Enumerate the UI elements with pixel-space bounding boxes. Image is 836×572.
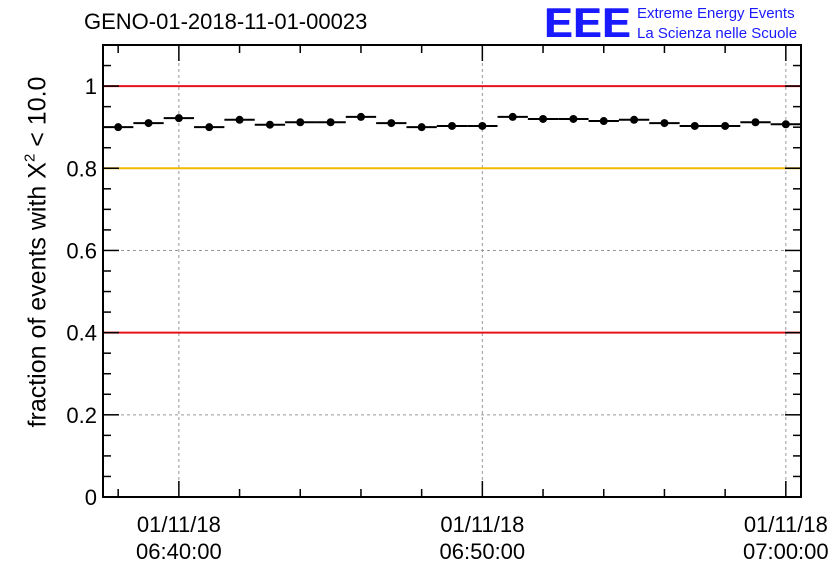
data-point-18 (660, 119, 669, 128)
x-tick-time-2: 07:00:00 (743, 539, 829, 564)
y-tick-label-5: 1 (85, 74, 97, 99)
data-point-16 (599, 117, 608, 126)
x-tick-time-0: 06:40:00 (136, 539, 222, 564)
data-point-14 (539, 114, 548, 123)
data-point-0 (114, 123, 123, 132)
y-tick-label-0: 0 (85, 485, 97, 510)
data-point-1 (144, 119, 153, 128)
data-point-7 (326, 118, 335, 127)
data-point-22 (781, 120, 790, 129)
data-point-13 (508, 112, 517, 121)
x-tick-date-1: 01/11/18 (440, 512, 524, 537)
plot-frame (102, 44, 802, 498)
chart-title: GENO-01-2018-11-01-00023 (84, 9, 368, 34)
data-point-4 (235, 115, 244, 124)
data-point-12 (478, 121, 487, 130)
data-point-8 (356, 112, 365, 121)
data-point-2 (174, 114, 183, 123)
data-point-15 (569, 114, 578, 123)
x-tick-time-1: 06:50:00 (440, 539, 526, 564)
data-point-5 (265, 120, 274, 129)
y-tick-label-2: 0.4 (66, 321, 97, 346)
data-point-19 (690, 121, 699, 130)
data-point-17 (630, 115, 639, 124)
y-tick-label-3: 0.6 (66, 238, 97, 263)
data-point-21 (751, 118, 760, 127)
y-tick-label-1: 0.2 (66, 403, 97, 428)
data-point-6 (296, 118, 305, 127)
data-point-10 (417, 123, 426, 132)
data-point-20 (721, 121, 730, 130)
x-tick-date-2: 01/11/18 (744, 512, 828, 537)
logo-line-1: Extreme Energy Events (637, 5, 795, 22)
logo-line-2: La Scienza nelle Scuole (637, 25, 798, 42)
logo-mark: EEE (544, 0, 632, 46)
data-point-11 (448, 121, 456, 130)
data-point-3 (205, 123, 214, 132)
data-point-9 (387, 119, 396, 128)
y-tick-label-4: 0.8 (66, 156, 97, 181)
x-tick-date-0: 01/11/18 (137, 512, 221, 537)
